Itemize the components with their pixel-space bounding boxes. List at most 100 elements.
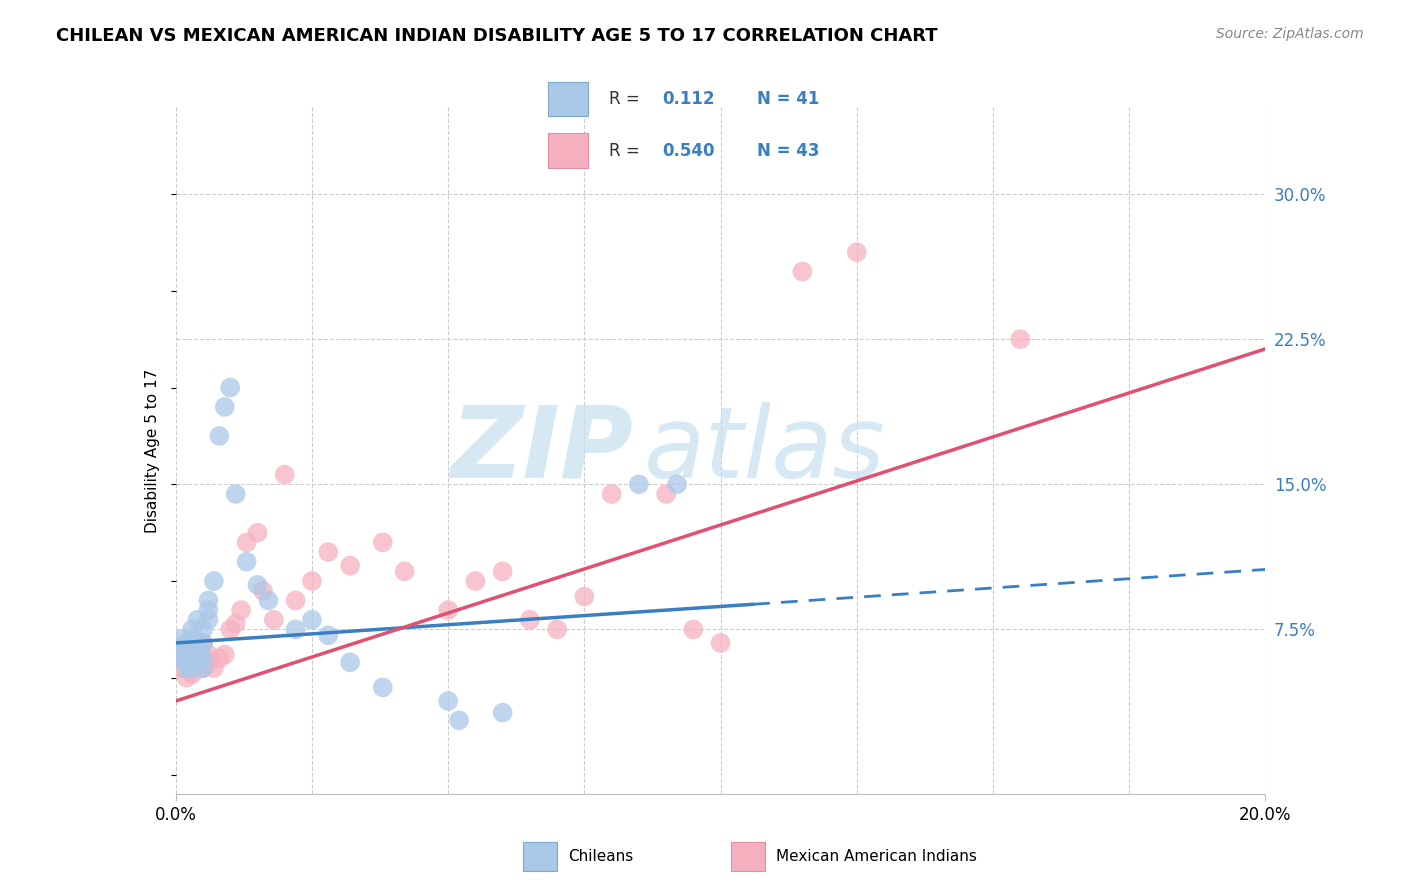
Point: [170, 661, 193, 675]
Point: [371, 535, 394, 549]
FancyBboxPatch shape: [548, 82, 588, 116]
Point: [181, 651, 204, 665]
Text: Chileans: Chileans: [568, 849, 633, 863]
Point: [181, 646, 204, 660]
Point: [176, 656, 198, 670]
Point: [197, 603, 219, 617]
Point: [792, 264, 814, 278]
Point: [627, 477, 650, 491]
Point: [339, 656, 361, 670]
Point: [170, 641, 193, 656]
Point: [284, 593, 307, 607]
Point: [197, 593, 219, 607]
Point: [284, 623, 307, 637]
Point: [186, 641, 209, 656]
Point: [519, 613, 541, 627]
Text: R =: R =: [609, 90, 644, 108]
Text: CHILEAN VS MEXICAN AMERICAN INDIAN DISABILITY AGE 5 TO 17 CORRELATION CHART: CHILEAN VS MEXICAN AMERICAN INDIAN DISAB…: [56, 27, 938, 45]
Text: ZIP: ZIP: [450, 402, 633, 499]
Point: [181, 632, 204, 646]
Point: [600, 487, 623, 501]
Point: [1010, 332, 1032, 346]
Point: [437, 603, 460, 617]
Point: [437, 694, 460, 708]
Point: [263, 613, 285, 627]
Point: [170, 651, 193, 665]
Point: [257, 593, 280, 607]
Point: [235, 535, 257, 549]
Point: [574, 590, 596, 604]
Point: [186, 648, 209, 662]
Point: [191, 661, 214, 675]
Point: [214, 400, 236, 414]
Point: [191, 661, 214, 675]
Point: [186, 661, 209, 675]
Text: atlas: atlas: [644, 402, 886, 499]
Point: [318, 628, 340, 642]
Point: [214, 648, 236, 662]
Point: [447, 714, 470, 728]
Point: [170, 648, 193, 662]
Point: [176, 671, 198, 685]
Point: [186, 613, 209, 627]
Point: [191, 636, 214, 650]
Point: [197, 648, 219, 662]
Y-axis label: Disability Age 5 to 17: Disability Age 5 to 17: [145, 368, 160, 533]
Point: [492, 565, 515, 579]
Point: [181, 667, 204, 681]
Point: [202, 574, 225, 588]
Point: [464, 574, 486, 588]
FancyBboxPatch shape: [731, 842, 765, 871]
Point: [666, 477, 689, 491]
Point: [186, 641, 209, 656]
Point: [219, 623, 242, 637]
Point: [710, 636, 733, 650]
Text: Mexican American Indians: Mexican American Indians: [776, 849, 977, 863]
Point: [371, 681, 394, 695]
Point: [246, 578, 269, 592]
Point: [191, 623, 214, 637]
Point: [492, 706, 515, 720]
Point: [235, 555, 257, 569]
Point: [219, 381, 242, 395]
Text: R =: R =: [609, 142, 644, 160]
Point: [176, 636, 198, 650]
Point: [181, 661, 204, 675]
Point: [546, 623, 568, 637]
Point: [301, 574, 323, 588]
Point: [181, 651, 204, 665]
Point: [225, 616, 247, 631]
Point: [191, 651, 214, 665]
Point: [274, 467, 297, 482]
Point: [246, 525, 269, 540]
Point: [176, 648, 198, 662]
FancyBboxPatch shape: [548, 134, 588, 168]
Point: [231, 603, 253, 617]
Point: [208, 429, 231, 443]
FancyBboxPatch shape: [523, 842, 557, 871]
Point: [191, 651, 214, 665]
Point: [176, 656, 198, 670]
Point: [208, 651, 231, 665]
Point: [186, 656, 209, 670]
Text: Source: ZipAtlas.com: Source: ZipAtlas.com: [1216, 27, 1364, 41]
Point: [339, 558, 361, 573]
Point: [301, 613, 323, 627]
Point: [176, 661, 198, 675]
Point: [655, 487, 678, 501]
Text: N = 43: N = 43: [756, 142, 820, 160]
Point: [682, 623, 704, 637]
Point: [170, 632, 193, 646]
Text: N = 41: N = 41: [756, 90, 820, 108]
Text: 0.540: 0.540: [662, 142, 716, 160]
Point: [197, 613, 219, 627]
Point: [181, 623, 204, 637]
Point: [845, 245, 868, 260]
Point: [191, 636, 214, 650]
Point: [252, 583, 274, 598]
Point: [202, 661, 225, 675]
Point: [225, 487, 247, 501]
Point: [197, 656, 219, 670]
Point: [394, 565, 416, 579]
Point: [318, 545, 340, 559]
